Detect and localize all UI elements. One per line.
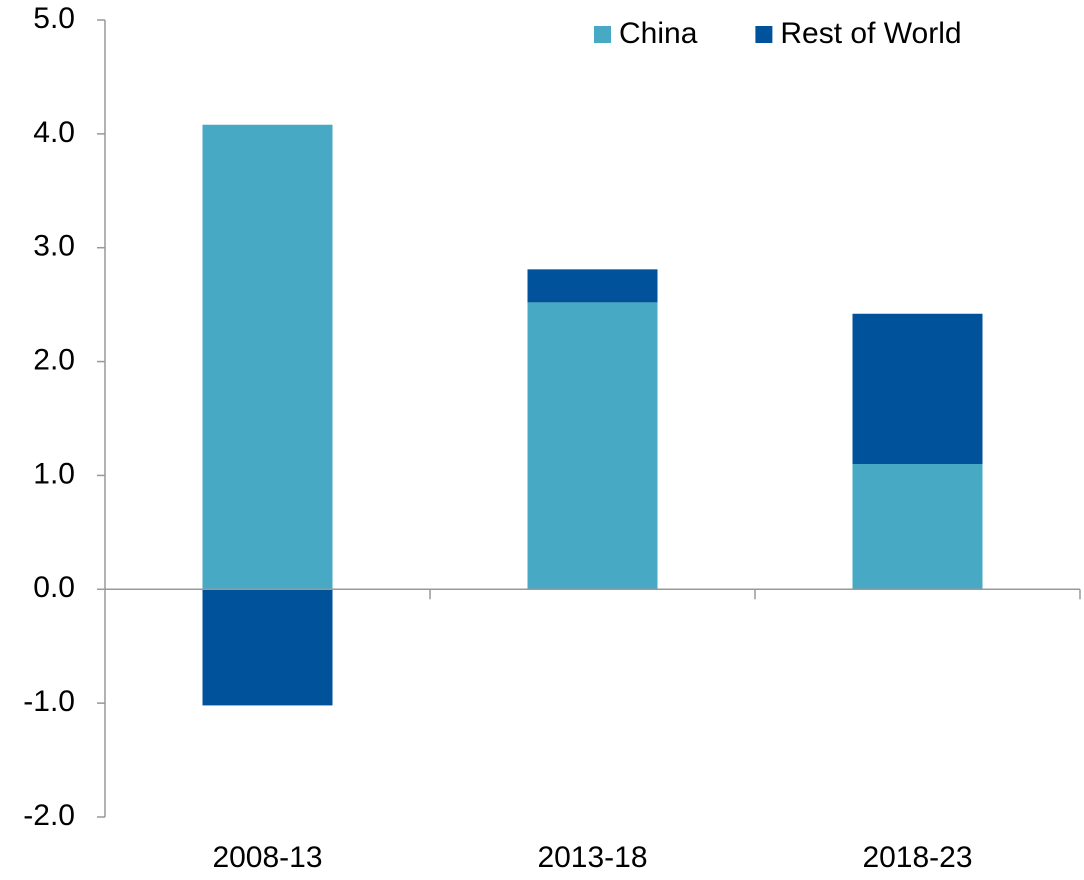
x-tick-label: 2008-13 bbox=[212, 841, 322, 874]
bar-segment bbox=[852, 313, 983, 465]
bar-segment bbox=[202, 589, 333, 706]
y-tick-label: 1.0 bbox=[33, 457, 75, 490]
bar-segment bbox=[527, 302, 658, 590]
y-tick-label: -1.0 bbox=[23, 685, 75, 718]
x-tick-label: 2013-18 bbox=[537, 841, 647, 874]
legend-swatch bbox=[755, 26, 773, 43]
legend-label: China bbox=[619, 17, 698, 50]
x-tick-label: 2018-23 bbox=[862, 841, 972, 874]
y-tick-label: 5.0 bbox=[33, 2, 75, 35]
y-tick-label: 4.0 bbox=[33, 116, 75, 149]
y-tick-label: -2.0 bbox=[23, 799, 75, 832]
y-tick-label: 2.0 bbox=[33, 343, 75, 376]
y-tick-label: 0.0 bbox=[33, 571, 75, 604]
y-tick-label: 3.0 bbox=[33, 230, 75, 263]
bar-segment bbox=[852, 464, 983, 590]
bar-segment bbox=[527, 269, 658, 303]
legend-swatch bbox=[594, 26, 611, 43]
legend-label: Rest of World bbox=[780, 17, 961, 50]
bar-segment bbox=[202, 124, 333, 590]
